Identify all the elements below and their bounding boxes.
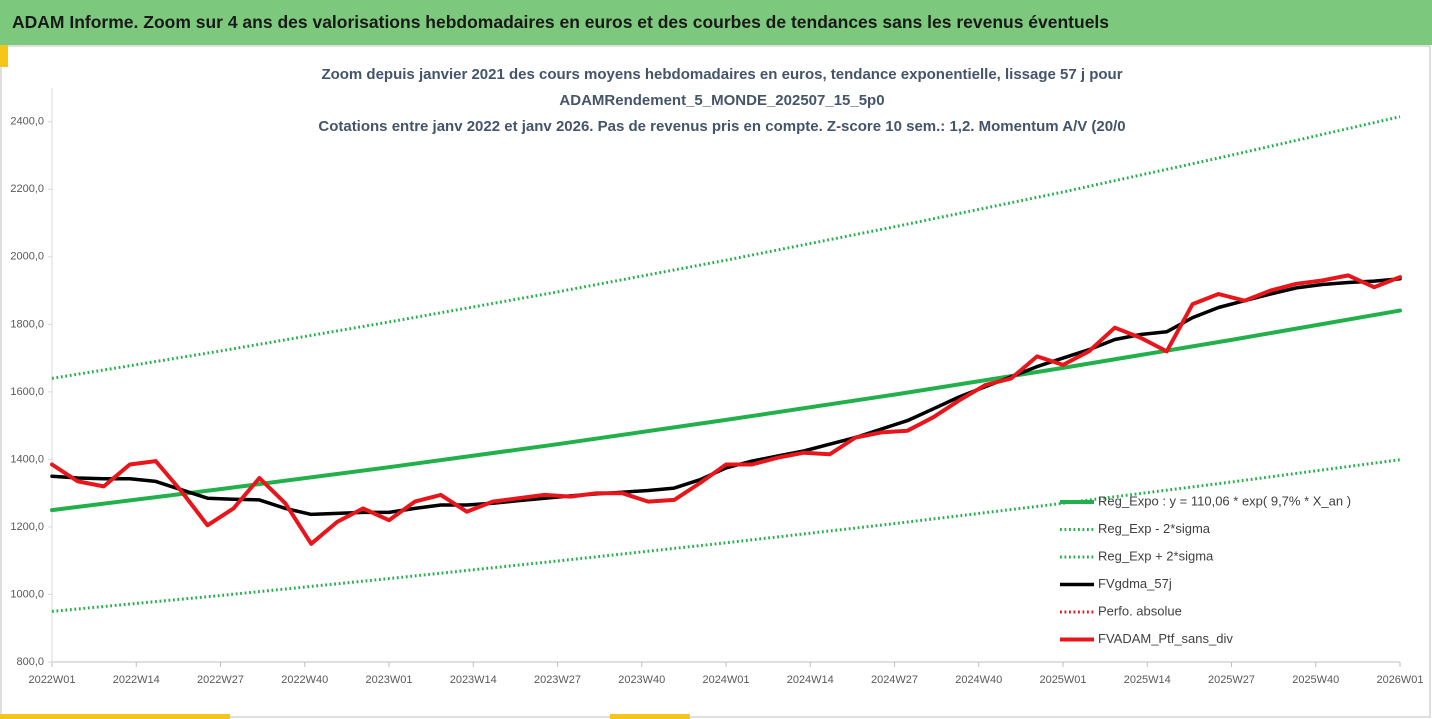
x-tick-label: 2023W40 [618,674,665,686]
x-tick-label: 2023W27 [534,674,581,686]
x-tick-label: 2025W14 [1124,674,1171,686]
legend-label: Perfo. absolue [1098,603,1182,618]
y-tick-label: 2000,0 [10,251,44,263]
x-tick-label: 2025W40 [1292,674,1339,686]
chart-title: Cotations entre janv 2022 et janv 2026. … [318,118,1125,135]
x-tick-label: 2026W01 [1376,674,1423,686]
series-line [51,115,1401,380]
y-tick-label: 2400,0 [10,116,44,128]
y-tick-label: 1600,0 [10,386,44,398]
legend-label: Reg_Exp - 2*sigma [1098,521,1211,536]
series-line [51,458,1401,613]
banner: ADAM Informe. Zoom sur 4 ans des valoris… [0,0,1432,45]
x-tick-label: 2023W01 [365,674,412,686]
decoration [0,714,230,719]
legend-label: FVADAM_Ptf_sans_div [1098,631,1233,646]
x-tick-label: 2024W14 [787,674,834,686]
x-tick-label: 2023W14 [450,674,497,686]
chart-title: Zoom depuis janvier 2021 des cours moyen… [321,66,1122,83]
chart-frame [0,45,1431,718]
x-tick-label: 2024W01 [702,674,749,686]
x-tick-label: 2024W27 [871,674,918,686]
x-tick-label: 2025W27 [1208,674,1255,686]
x-tick-label: 2024W40 [955,674,1002,686]
x-tick-label: 2022W40 [281,674,328,686]
legend-label: Reg_Exp + 2*sigma [1098,548,1214,563]
y-tick-label: 1400,0 [10,453,44,465]
legend-label: Reg_Expo : y = 110,06 * exp( 9,7% * X_an… [1098,493,1351,508]
decoration [610,714,690,719]
decoration [0,45,8,67]
series-line [50,273,1402,546]
y-tick-label: 1200,0 [10,521,44,533]
legend-label: FVgdma_57j [1098,576,1172,591]
x-tick-label: 2025W01 [1039,674,1086,686]
y-tick-label: 2200,0 [10,183,44,195]
x-tick-label: 2022W01 [28,674,75,686]
series-line [50,277,1402,517]
y-tick-label: 1800,0 [10,318,44,330]
x-tick-label: 2022W14 [113,674,160,686]
series-line [50,308,1402,513]
x-tick-label: 2022W27 [197,674,244,686]
chart-title: ADAMRendement_5_MONDE_202507_15_5p0 [559,92,884,109]
y-tick-label: 1000,0 [10,588,44,600]
y-tick-label: 800,0 [16,656,44,668]
